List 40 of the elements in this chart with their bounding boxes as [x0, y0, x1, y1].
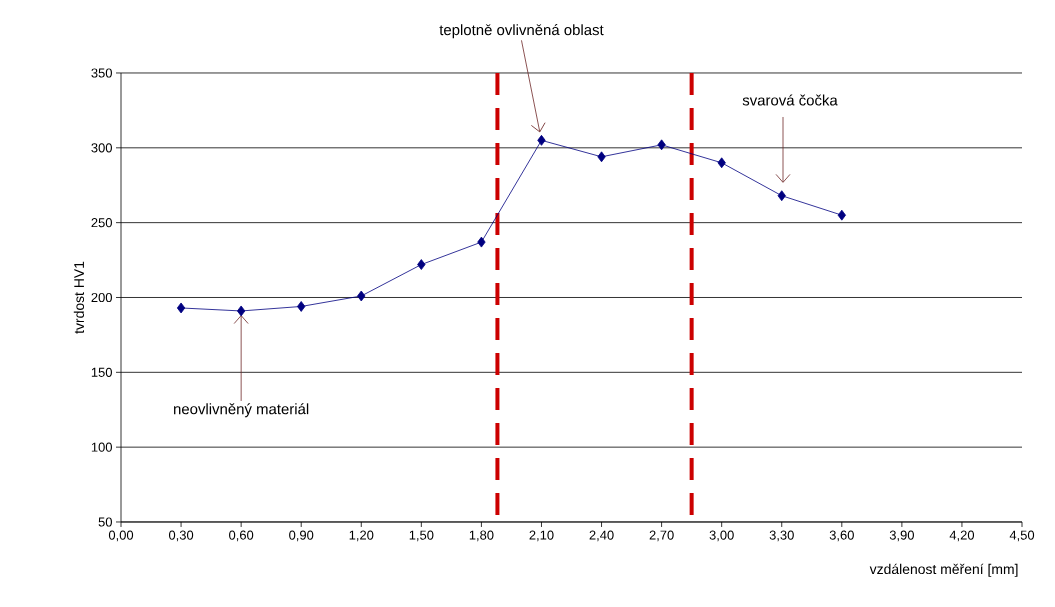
point — [837, 209, 846, 221]
x-tick-label: 4,50 — [1009, 530, 1035, 542]
point — [777, 190, 786, 202]
y-tick-label: 50 — [98, 517, 112, 527]
x-tick-label: 3,30 — [769, 530, 794, 542]
y-tick-label: 250 — [91, 218, 112, 228]
x-tick-label: 4,20 — [949, 530, 975, 542]
y-tick-label: 300 — [91, 143, 112, 153]
point — [417, 259, 426, 270]
x-tick-label: 3,00 — [709, 530, 734, 542]
point — [357, 290, 366, 302]
point — [597, 151, 606, 163]
annotation: svarová čočka — [742, 94, 838, 106]
y-tick-label: 350 — [91, 68, 112, 78]
x-tick-label: 1,50 — [409, 530, 434, 542]
x-tick-label: 0,90 — [289, 530, 314, 542]
point — [657, 139, 666, 151]
annotation: teplotně ovlivněná oblast — [439, 24, 604, 39]
point — [176, 302, 186, 314]
y-tick-label: 150 — [91, 367, 112, 377]
y-tick-label: 200 — [91, 292, 112, 303]
x-tick-label: 1,20 — [349, 530, 374, 542]
x-tick-label: 3,90 — [889, 530, 914, 542]
point — [477, 236, 486, 248]
annotation: neovlivněný materiál — [174, 403, 309, 418]
x-tick-label: 2,40 — [589, 530, 614, 542]
x-tick-label: 2,10 — [529, 530, 554, 542]
point — [297, 301, 306, 312]
x-tick-label: 0,60 — [229, 530, 254, 542]
x-tick-label: 0,00 — [108, 530, 134, 542]
x-tick-label: 0,30 — [168, 530, 194, 542]
y-axis-title: tvrdost HV1 — [73, 261, 85, 334]
y-tick-label: 100 — [91, 442, 112, 452]
x-tick-label: 1,80 — [469, 530, 494, 542]
point — [236, 305, 246, 317]
point — [717, 157, 726, 169]
x-axis-title: vzdálenost měření [mm] — [869, 563, 1018, 577]
x-tick-label: 3,60 — [829, 530, 854, 542]
point — [537, 134, 546, 146]
x-tick-label: 2,70 — [649, 530, 674, 542]
